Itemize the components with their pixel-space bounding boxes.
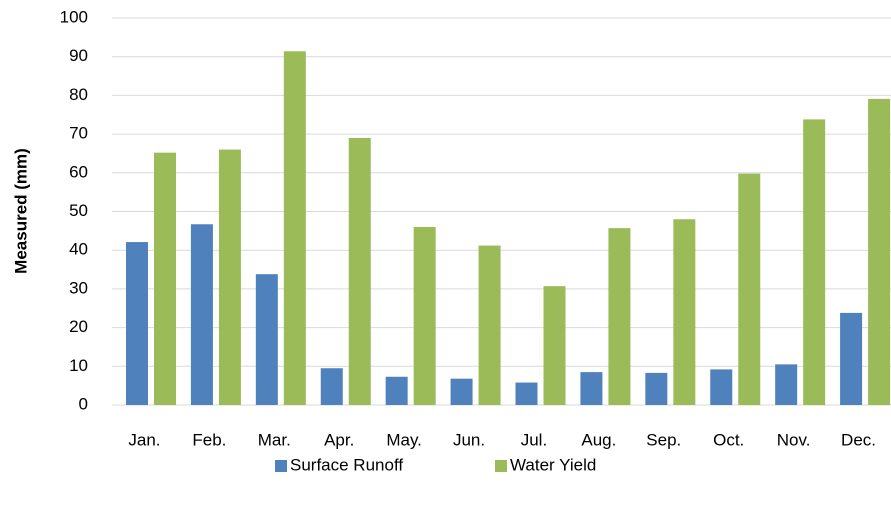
y-axis-title: Measured (mm) (11, 148, 30, 274)
x-tick-label: Aug. (581, 430, 616, 449)
bar (775, 364, 798, 405)
x-tick-label: Dec. (841, 430, 876, 449)
x-tick-label: Jul. (521, 430, 547, 449)
legend-label: Water Yield (510, 455, 596, 474)
bar (515, 382, 538, 405)
y-tick-label: 50 (69, 201, 88, 220)
bar (413, 226, 436, 405)
x-tick-label: Apr. (324, 430, 354, 449)
y-tick-label: 60 (69, 162, 88, 181)
bar (673, 219, 696, 405)
bar (645, 372, 668, 405)
bar (580, 372, 603, 405)
y-tick-label: 20 (69, 317, 88, 336)
bar (320, 368, 343, 405)
x-tick-label: Feb. (192, 430, 226, 449)
bar (803, 119, 826, 406)
legend-swatch (275, 460, 287, 472)
y-tick-label: 80 (69, 85, 88, 104)
legend-label: Surface Runoff (290, 455, 403, 474)
y-tick-label: 0 (79, 394, 88, 413)
bar (608, 228, 631, 405)
bar (543, 286, 566, 405)
bar (868, 98, 891, 406)
bar (385, 376, 408, 405)
bar (840, 312, 863, 405)
x-tick-label: Nov. (777, 430, 811, 449)
bar (710, 369, 733, 405)
y-tick-label: 40 (69, 240, 88, 259)
bar (738, 173, 761, 405)
y-tick-label: 10 (69, 356, 88, 375)
x-tick-label: Sep. (646, 430, 681, 449)
x-tick-label: Oct. (713, 430, 744, 449)
bar (348, 137, 371, 405)
x-tick-label: May. (386, 430, 422, 449)
x-tick-label: Jan. (128, 430, 160, 449)
bar (190, 224, 213, 405)
bar (478, 245, 501, 405)
bar (283, 51, 306, 405)
y-tick-label: 90 (69, 46, 88, 65)
x-tick-label: Jun. (453, 430, 485, 449)
bar (218, 149, 241, 405)
bar (255, 274, 278, 405)
y-tick-label: 70 (69, 124, 88, 143)
bar (154, 152, 176, 405)
bar (126, 242, 148, 405)
y-tick-label: 100 (60, 7, 88, 26)
x-tick-label: Mar. (258, 430, 291, 449)
y-tick-label: 30 (69, 278, 88, 297)
legend-swatch (495, 460, 507, 472)
bar (450, 378, 473, 405)
